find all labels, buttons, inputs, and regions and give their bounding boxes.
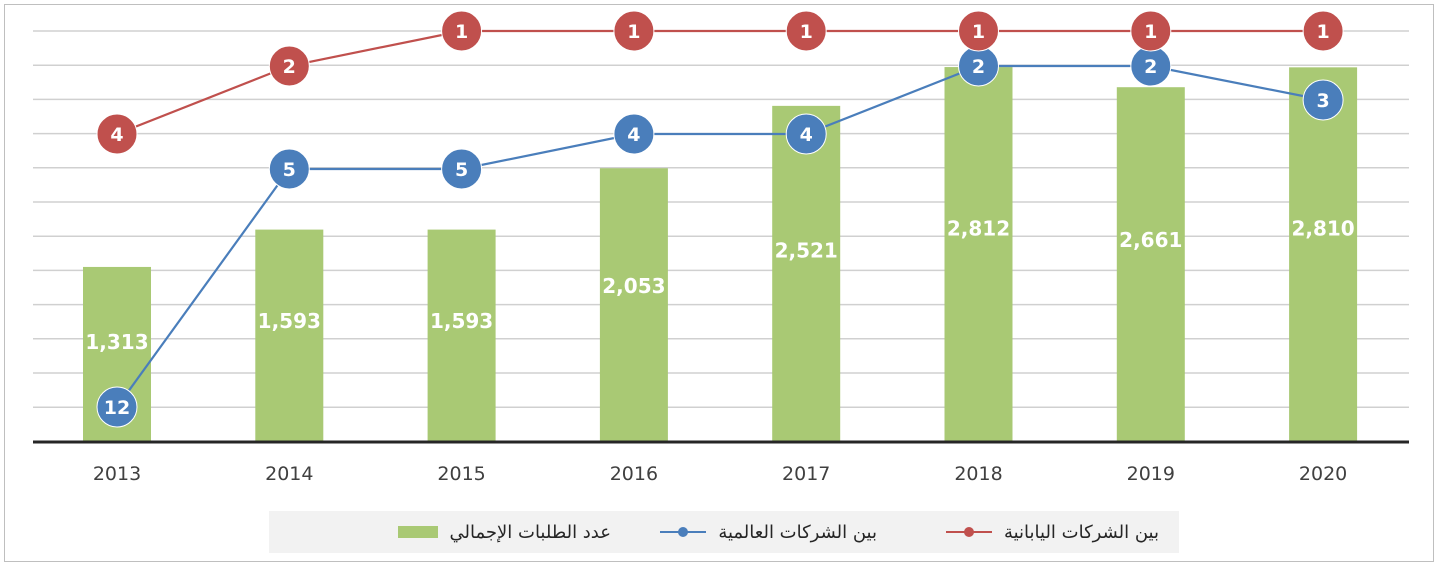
japanese-marker-2018	[958, 10, 999, 52]
japanese-marker-2014	[268, 45, 310, 87]
bar-label-2016: 2,053	[602, 274, 665, 298]
x-tick-2019: 2019	[1127, 463, 1175, 485]
x-tick-2016: 2016	[610, 463, 658, 485]
legend-item-global: بين الشركات العالمية	[658, 511, 877, 553]
bar-series: 1,313 1,593 1,593 2,053 2,521 2,812 2,661 2,810	[83, 67, 1358, 443]
x-tick-2014: 2014	[265, 463, 313, 485]
japanese-marker-2017	[785, 10, 827, 52]
x-axis-ticks: 2013 2014 2015 2016 2017 2018 2019 2020	[93, 463, 1347, 485]
legend-swatch-japanese	[945, 527, 992, 537]
bar-label-2013: 1,313	[85, 330, 148, 354]
japanese-marker-label-2019: 1	[1144, 21, 1157, 43]
bar-label-2014: 1,593	[258, 309, 321, 333]
bar-label-2017: 2,521	[775, 238, 838, 262]
bar-2015	[427, 229, 496, 442]
legend: بين الشركات اليابانية بين الشركات العالم…	[269, 511, 1179, 553]
global-marker-2015	[441, 148, 483, 190]
line-series: 12 5 5 4 4 2 2 3 4 2 1 1 1 1 1 1	[96, 10, 1344, 428]
japanese-marker-label-2017: 1	[800, 21, 813, 43]
x-tick-2015: 2015	[437, 463, 485, 485]
japanese-marker-label-2016: 1	[627, 21, 640, 43]
x-tick-2018: 2018	[954, 463, 1002, 485]
bar-2019	[1116, 87, 1185, 442]
japanese-marker-2015	[441, 10, 483, 52]
global-marker-2016	[613, 113, 655, 155]
japanese-marker-label-2018: 1	[972, 21, 985, 43]
x-tick-2013: 2013	[93, 463, 141, 485]
bar-2018	[944, 67, 1013, 443]
legend-swatch-global	[660, 527, 707, 537]
japanese-marker-label-2013: 4	[110, 124, 123, 146]
bar-2016	[599, 168, 668, 442]
chart-svg: 1,313 1,593 1,593 2,053 2,521 2,812 2,661 2,810…	[33, 10, 1409, 485]
global-marker-label-2020: 3	[1316, 90, 1329, 112]
global-marker-label-2013: 12	[104, 397, 130, 419]
japanese-marker-2019	[1130, 10, 1172, 52]
global-marker-2014	[268, 148, 310, 190]
bar-label-2020: 2,810	[1291, 216, 1354, 240]
legend-item-japanese: بين الشركات اليابانية	[944, 511, 1159, 553]
bar-label-2015: 1,593	[430, 309, 493, 333]
japanese-marker-2016	[613, 10, 655, 52]
legend-swatch-total	[397, 526, 438, 538]
global-marker-2020	[1302, 79, 1344, 121]
bar-2014	[255, 229, 324, 442]
japanese-marker-label-2015: 1	[455, 21, 468, 43]
legend-label-japanese: بين الشركات اليابانية	[1003, 521, 1159, 543]
bar-2020	[1289, 67, 1358, 443]
chart-frame: 1,313 1,593 1,593 2,053 2,521 2,812 2,661 2,810…	[4, 4, 1434, 562]
global-marker-label-2018: 2	[972, 56, 985, 78]
global-marker-label-2015: 5	[455, 159, 468, 181]
legend-label-global: بين الشركات العالمية	[718, 521, 877, 543]
x-tick-2017: 2017	[782, 463, 830, 485]
global-marker-2017	[785, 113, 827, 155]
bar-label-2019: 2,661	[1119, 228, 1182, 252]
japanese-marker-2020	[1302, 10, 1344, 52]
japanese-marker-label-2014: 2	[283, 56, 296, 78]
global-marker-label-2019: 2	[1144, 56, 1157, 78]
global-marker-label-2016: 4	[627, 124, 640, 146]
global-marker-label-2017: 4	[800, 124, 813, 146]
bar-2017	[772, 105, 841, 442]
bar-label-2018: 2,812	[947, 216, 1010, 240]
global-marker-2013	[96, 386, 138, 428]
japanese-marker-label-2020: 1	[1316, 21, 1329, 43]
global-line	[116, 64, 1324, 408]
x-tick-2020: 2020	[1299, 463, 1347, 485]
global-marker-label-2014: 5	[283, 159, 296, 181]
japanese-line	[116, 29, 1324, 136]
legend-item-total: عدد الطلبات الإجمالي	[396, 511, 612, 553]
gridlines	[33, 30, 1409, 408]
japanese-marker-2013	[96, 113, 138, 155]
legend-label-total: عدد الطلبات الإجمالي	[449, 521, 612, 543]
